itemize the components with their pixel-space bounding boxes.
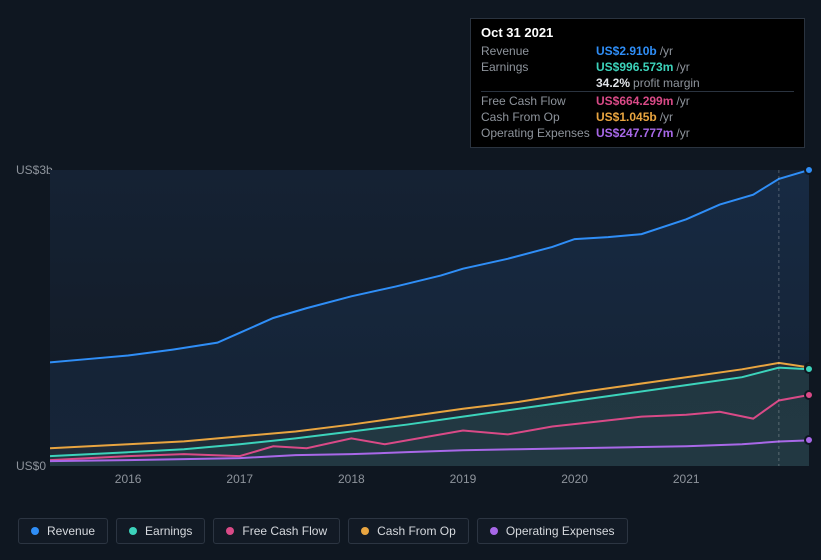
tooltip-label: Free Cash Flow: [481, 92, 596, 110]
legend-dot-icon: [226, 527, 234, 535]
legend-item-revenue[interactable]: Revenue: [18, 518, 108, 544]
x-tick: 2019: [450, 472, 477, 486]
legend-label: Earnings: [145, 524, 192, 538]
tooltip-date: Oct 31 2021: [481, 25, 794, 43]
tooltip-label: Cash From Op: [481, 109, 596, 125]
x-tick: 2016: [115, 472, 142, 486]
x-tick: 2018: [338, 472, 365, 486]
tooltip-label: [481, 75, 596, 92]
chart-legend: Revenue Earnings Free Cash Flow Cash From O…: [18, 518, 628, 544]
x-tick: 2020: [561, 472, 588, 486]
series-end-dot: [804, 165, 814, 175]
chart-area: US$3bUS$0 201620172018201920202021: [16, 170, 809, 498]
hover-tooltip: Oct 31 2021 RevenueUS$2.910b/yrEarningsU…: [470, 18, 805, 148]
tooltip-label: Revenue: [481, 43, 596, 59]
tooltip-value: US$664.299m/yr: [596, 92, 794, 110]
y-tick: US$0: [16, 459, 46, 473]
tooltip-value: US$247.777m/yr: [596, 125, 794, 141]
tooltip-table: RevenueUS$2.910b/yrEarningsUS$996.573m/y…: [481, 43, 794, 141]
legend-item-earnings[interactable]: Earnings: [116, 518, 205, 544]
tooltip-label: Operating Expenses: [481, 125, 596, 141]
x-tick: 2017: [226, 472, 253, 486]
chart-plot[interactable]: [50, 170, 809, 466]
legend-item-fcf[interactable]: Free Cash Flow: [213, 518, 340, 544]
legend-item-cashop[interactable]: Cash From Op: [348, 518, 469, 544]
tooltip-value: US$996.573m/yr: [596, 59, 794, 75]
tooltip-value: 34.2%profit margin: [596, 75, 794, 92]
legend-dot-icon: [129, 527, 137, 535]
tooltip-value: US$2.910b/yr: [596, 43, 794, 59]
tooltip-value: US$1.045b/yr: [596, 109, 794, 125]
legend-dot-icon: [31, 527, 39, 535]
series-end-dot: [804, 390, 814, 400]
legend-label: Cash From Op: [377, 524, 456, 538]
series-end-dot: [804, 435, 814, 445]
x-axis: 2016 2017 2018 2019 2020 2021: [50, 472, 809, 490]
legend-item-opex[interactable]: Operating Expenses: [477, 518, 628, 544]
y-tick: US$3b: [16, 163, 53, 177]
x-tick: 2021: [673, 472, 700, 486]
legend-label: Free Cash Flow: [242, 524, 327, 538]
legend-label: Operating Expenses: [506, 524, 615, 538]
legend-dot-icon: [490, 527, 498, 535]
financial-chart-panel: Oct 31 2021 RevenueUS$2.910b/yrEarningsU…: [0, 0, 821, 560]
legend-label: Revenue: [47, 524, 95, 538]
legend-dot-icon: [361, 527, 369, 535]
series-end-dot: [804, 364, 814, 374]
tooltip-label: Earnings: [481, 59, 596, 75]
